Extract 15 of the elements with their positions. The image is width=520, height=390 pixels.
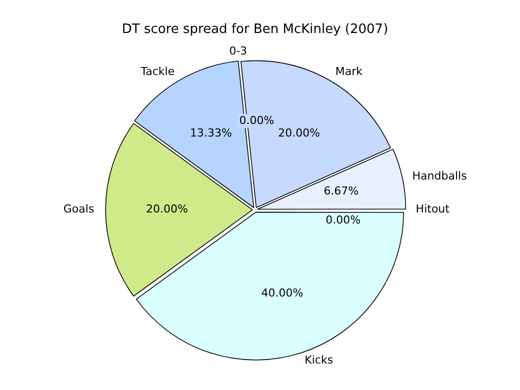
slice-label: Tackle xyxy=(140,65,175,78)
category-label: Hitout xyxy=(416,202,450,216)
data-label: 13.33% xyxy=(190,126,232,140)
text: 0.00% xyxy=(326,214,361,227)
slice-label: Kicks xyxy=(304,354,334,367)
data-label: 40.00% xyxy=(261,286,304,300)
slice-label: Mark xyxy=(335,65,364,78)
chart-title: DT score spread for Ben McKinley (2007) xyxy=(122,22,388,38)
slice-label: Handballs xyxy=(412,170,468,183)
text: 0.00% xyxy=(239,114,274,127)
data-label: 20.00% xyxy=(278,126,320,140)
data-label: 6.67% xyxy=(324,184,359,198)
data-label: 20.00% xyxy=(146,202,188,216)
slice-label: Goals xyxy=(63,202,94,216)
category-label: 0-3 xyxy=(229,44,248,58)
